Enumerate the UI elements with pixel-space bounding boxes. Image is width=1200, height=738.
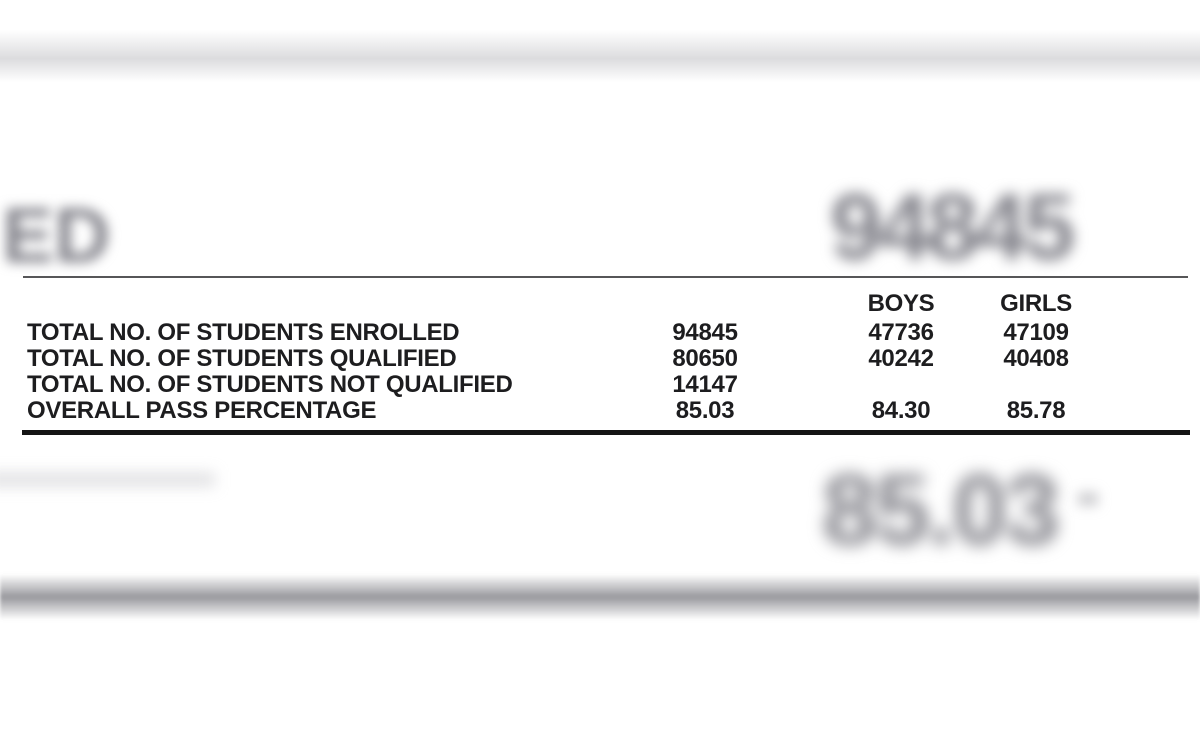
girls-value: 40408 (1003, 345, 1069, 372)
table-row-enrolled: TOTAL NO. OF STUDENTS ENROLLED 94845 477… (0, 320, 1200, 346)
row-label: TOTAL NO. OF STUDENTS ENROLLED (27, 319, 460, 346)
boys-value: 40242 (868, 345, 934, 372)
boys-value: 84.30 (871, 397, 931, 424)
girls-value: 85.78 (1006, 397, 1066, 424)
column-header-girls: GIRLS (1000, 290, 1072, 317)
total-value: 80650 (672, 345, 738, 372)
boys-value: 47736 (868, 319, 934, 346)
total-value: 14147 (672, 371, 738, 398)
table-header-row: BOYS GIRLS (0, 291, 1200, 317)
table-row-not-qualified: TOTAL NO. OF STUDENTS NOT QUALIFIED 1414… (0, 372, 1200, 398)
column-header-boys: BOYS (867, 290, 935, 317)
total-value: 85.03 (675, 397, 735, 424)
table-row-qualified: TOTAL NO. OF STUDENTS QUALIFIED 80650 40… (0, 346, 1200, 372)
row-label: TOTAL NO. OF STUDENTS NOT QUALIFIED (27, 371, 513, 398)
table-row-pass-percentage: OVERALL PASS PERCENTAGE 85.03 84.30 85.7… (0, 398, 1200, 424)
row-label: TOTAL NO. OF STUDENTS QUALIFIED (27, 345, 457, 372)
total-value: 94845 (672, 319, 738, 346)
row-label: OVERALL PASS PERCENTAGE (27, 397, 377, 424)
girls-value: 47109 (1003, 319, 1069, 346)
